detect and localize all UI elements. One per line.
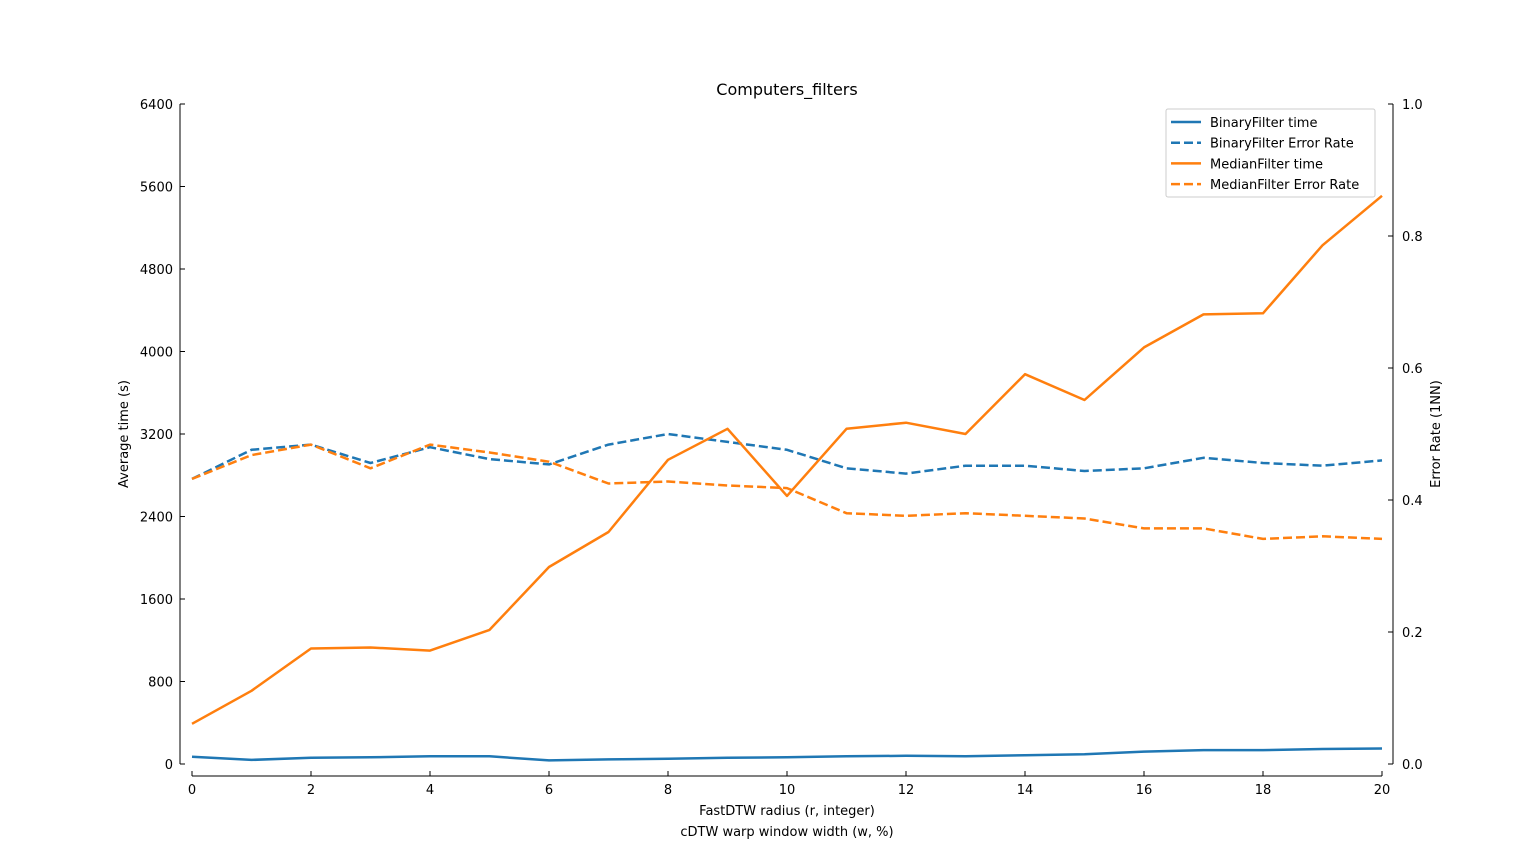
- y-axis-label-right: Error Rate (1NN): [1429, 380, 1444, 488]
- legend-label-2: MedianFilter time: [1210, 157, 1323, 172]
- y-right-tick-label: 1.0: [1402, 98, 1423, 113]
- y-tick-label: 6400: [140, 98, 173, 113]
- chart-title: Computers_filters: [716, 80, 857, 100]
- x-tick-label: 16: [1136, 783, 1153, 798]
- y-right-tick-label: 0.4: [1402, 494, 1423, 509]
- legend-box: [1165, 108, 1376, 198]
- y-tick-label: 800: [148, 676, 173, 691]
- x-tick-label: 10: [779, 783, 796, 798]
- series-line-0: [191, 747, 1383, 762]
- y-tick-label: 0: [165, 758, 173, 773]
- x-tick-label: 14: [1017, 783, 1034, 798]
- y-right-tick-label: 0.0: [1402, 758, 1423, 773]
- y-tick-label: 1600: [140, 593, 173, 608]
- legend-label-3: MedianFilter Error Rate: [1210, 178, 1359, 193]
- legend: BinaryFilter time BinaryFilter Error Rate…: [1165, 108, 1376, 198]
- series-line-1: [191, 432, 1383, 481]
- legend-label-0: BinaryFilter time: [1210, 116, 1317, 131]
- x-tick-label: 20: [1374, 783, 1391, 798]
- series-line-3: [191, 443, 1383, 541]
- x-axis-label-secondary: cDTW warp window width (w, %): [680, 825, 893, 840]
- y-axis-label: Average time (s): [117, 380, 132, 488]
- y-tick-label: 2400: [140, 511, 173, 526]
- plot-lines: [191, 194, 1383, 762]
- x-tick-label: 0: [188, 783, 196, 798]
- x-tick-label: 8: [664, 783, 672, 798]
- y-tick-label: 3200: [140, 428, 173, 443]
- y-tick-label: 4800: [140, 263, 173, 278]
- y-right-tick-label: 0.6: [1402, 362, 1423, 377]
- axes: 0 2 4 6 8 10 12 14 16 18 20 0 800 1600 2400 3200 4000 480…: [140, 98, 1423, 798]
- x-tick-label: 2: [307, 783, 315, 798]
- y-tick-label: 4000: [140, 346, 173, 361]
- y-right-tick-label: 0.8: [1402, 230, 1423, 245]
- x-tick-label: 12: [898, 783, 915, 798]
- legend-label-1: BinaryFilter Error Rate: [1210, 137, 1354, 152]
- series-line-2: [191, 194, 1383, 725]
- x-tick-label: 4: [426, 783, 434, 798]
- x-tick-label: 6: [545, 783, 553, 798]
- x-tick-label: 18: [1255, 783, 1272, 798]
- y-right-tick-label: 0.2: [1402, 626, 1423, 641]
- y-tick-label: 5600: [140, 181, 173, 196]
- x-axis-label: FastDTW radius (r, integer): [699, 804, 875, 819]
